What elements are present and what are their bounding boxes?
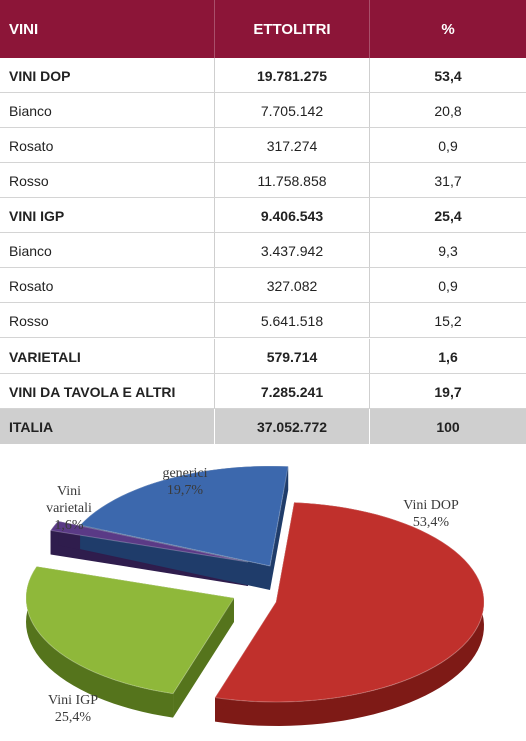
row-pct: 1,6	[438, 348, 458, 365]
row-divider	[0, 162, 526, 163]
row-divider	[0, 232, 526, 233]
row-pct: 0,9	[438, 277, 458, 294]
pie-slice-label: generici 19,7%	[140, 465, 230, 499]
row-value: 11.758.858	[215, 163, 370, 198]
pie-slice-label-line: Vini	[56, 484, 82, 499]
row-value: 19.781.275	[215, 58, 370, 93]
pie-slice-label-line: Vini IGP	[47, 693, 99, 708]
table-row: Rosso 11.758.858 31,7	[0, 163, 526, 198]
total-name: ITALIA	[0, 409, 215, 444]
table-row: VINI IGP 9.406.543 25,4	[0, 198, 526, 233]
row-divider	[0, 267, 526, 268]
row-pct: 31,7	[434, 172, 462, 189]
row-name: VINI DOP	[0, 58, 215, 93]
table-row: Rosso 5.641.518 15,2	[0, 303, 526, 338]
row-name: Rosso	[0, 303, 215, 338]
row-pct: 0,9	[438, 137, 458, 154]
row-pct: 19,7	[434, 383, 462, 400]
table-row: Rosato 327.082 0,9	[0, 268, 526, 303]
row-divider	[0, 408, 526, 409]
pie-slice-side	[26, 566, 174, 718]
total-value: 37.052.772	[215, 409, 370, 444]
row-name: Rosso	[0, 163, 215, 198]
row-value: 317.274	[215, 128, 370, 163]
row-name: Bianco	[0, 233, 215, 268]
pie-slice-label: Vini varietali 1,6%	[24, 483, 114, 534]
row-value: 7.285.241	[215, 374, 370, 409]
total-pct: 100	[436, 418, 460, 435]
header-percent: %	[441, 20, 455, 38]
row-value: 7.705.142	[215, 93, 370, 128]
pie-slice	[25, 565, 235, 695]
table-row: VINI DA TAVOLA E ALTRI 7.285.241 19,7	[0, 374, 526, 409]
table-row: Rosato 317.274 0,9	[0, 128, 526, 163]
table-row: VINI DOP 19.781.275 53,4	[0, 58, 526, 93]
row-name: VARIETALI	[0, 339, 215, 374]
row-name: Rosato	[0, 268, 215, 303]
pie-slice-label-line: Vini DOP	[403, 498, 459, 513]
table-header: VINI ETTOLITRI %	[0, 0, 526, 58]
row-divider	[0, 373, 526, 374]
row-divider	[0, 92, 526, 93]
pie-slice-wall	[173, 598, 234, 718]
pie-slice	[79, 465, 289, 567]
row-pct: 9,3	[438, 242, 458, 259]
pie-slice-label-line: 53,4%	[412, 515, 450, 530]
row-value: 3.437.942	[215, 233, 370, 268]
pie-chart	[25, 465, 485, 726]
row-divider	[0, 302, 526, 303]
pie-slice-label: Vini DOP 53,4%	[386, 497, 476, 531]
pie-slice-label: Vini IGP 25,4%	[28, 692, 118, 726]
row-name: Bianco	[0, 93, 215, 128]
row-pct: 15,2	[434, 312, 462, 329]
row-value: 9.406.543	[215, 198, 370, 233]
row-divider	[0, 197, 526, 198]
row-pct: 20,8	[434, 102, 462, 119]
table-row: Bianco 3.437.942 9,3	[0, 233, 526, 268]
row-pct: 53,4	[434, 67, 462, 84]
pie-slice-wall	[270, 466, 289, 590]
table-row: VARIETALI 579.714 1,6	[0, 339, 526, 374]
row-pct: 25,4	[434, 207, 462, 224]
pie-slice-side	[215, 502, 484, 726]
pie-slice-label-line: 25,4%	[54, 710, 92, 725]
pie-slice-label-line: 19,7%	[166, 483, 204, 498]
pie-slice-label-line: 1,6%	[54, 518, 84, 533]
row-divider	[0, 337, 526, 338]
row-value: 5.641.518	[215, 303, 370, 338]
row-value: 327.082	[215, 268, 370, 303]
table-row: Bianco 7.705.142 20,8	[0, 93, 526, 128]
header-ettolitri: ETTOLITRI	[215, 0, 370, 58]
pie-slice	[214, 501, 485, 703]
header-vini: VINI	[0, 0, 215, 58]
row-divider	[0, 127, 526, 128]
row-name: VINI IGP	[0, 198, 215, 233]
row-name: Rosato	[0, 128, 215, 163]
row-name: VINI DA TAVOLA E ALTRI	[0, 374, 215, 409]
pie-slice-label-line: generici	[162, 466, 208, 481]
row-value: 579.714	[215, 339, 370, 374]
total-row: ITALIA 37.052.772 100	[0, 409, 526, 444]
pie-slice-label-line: varietali	[46, 501, 92, 516]
pie-slice	[49, 520, 249, 563]
